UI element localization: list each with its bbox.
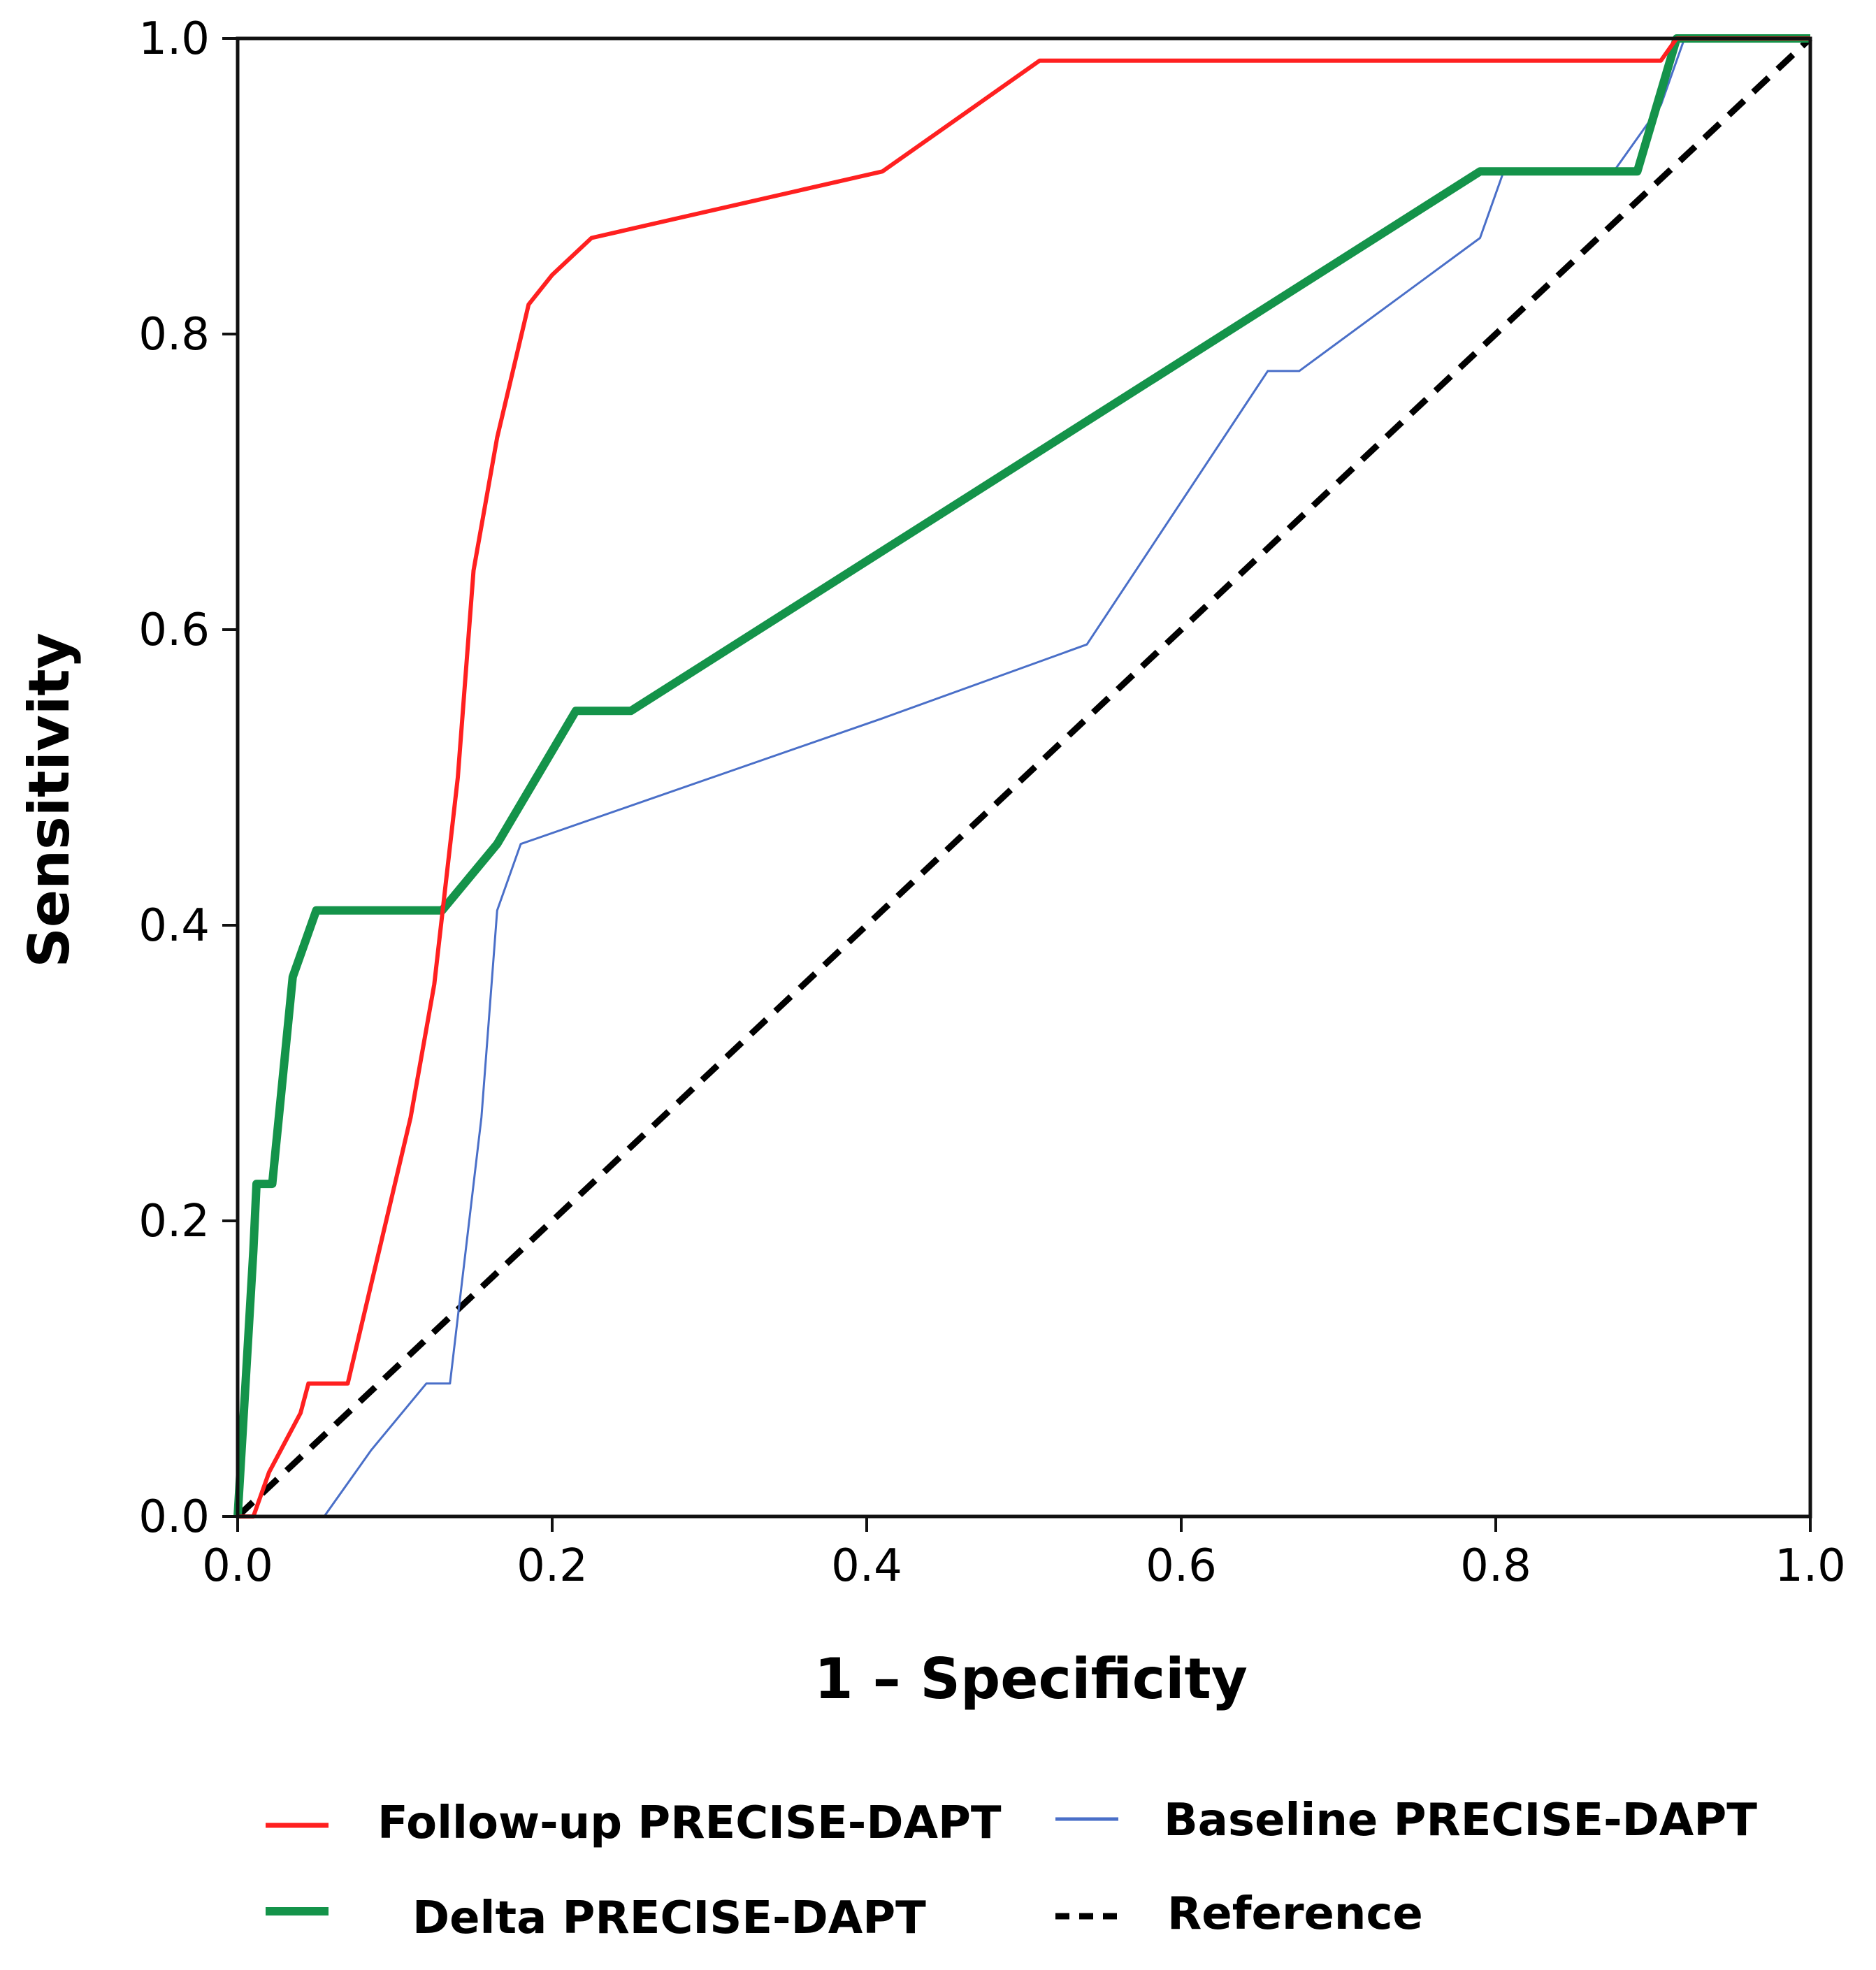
x-tick-label: 0.8 — [1460, 1540, 1531, 1592]
x-axis-title: 1 – Specificity — [814, 1646, 1248, 1711]
legend-label: Baseline PRECISE-DAPT — [1164, 1795, 1757, 1846]
y-tick-label: 1.0 — [138, 13, 210, 65]
x-tick-label: 0.0 — [202, 1540, 273, 1592]
legend-label: Reference — [1167, 1888, 1423, 1940]
x-tick-label: 0.6 — [1146, 1540, 1217, 1592]
series-layer — [233, 34, 1813, 1519]
series-line-follow-up-precise-dapt — [238, 36, 1810, 1519]
x-tick-label: 1.0 — [1775, 1540, 1846, 1592]
y-axis-title: Sensitivity — [17, 632, 82, 968]
x-axis-ticks: 0.0 0.2 0.4 0.6 0.8 1.0 — [202, 1516, 1846, 1592]
x-tick-label: 0.2 — [517, 1540, 588, 1592]
legend-label: Delta PRECISE-DAPT — [412, 1892, 926, 1944]
y-tick-label: 0.0 — [138, 1491, 210, 1543]
series-line-reference — [235, 36, 1813, 1519]
y-axis-ticks: 0.0 0.2 0.4 0.6 0.8 1.0 — [138, 13, 238, 1543]
y-tick-label: 0.2 — [138, 1196, 210, 1247]
plot-frame — [236, 36, 1812, 1519]
y-tick-label: 0.6 — [138, 604, 210, 656]
y-tick-label: 0.4 — [138, 900, 210, 952]
x-tick-label: 0.4 — [831, 1540, 902, 1592]
legend-label: Follow-up PRECISE-DAPT — [377, 1797, 1002, 1849]
legend: Follow-up PRECISE-DAPT Baseline PRECISE-D… — [266, 1795, 1757, 1944]
y-tick-label: 0.8 — [138, 309, 210, 361]
